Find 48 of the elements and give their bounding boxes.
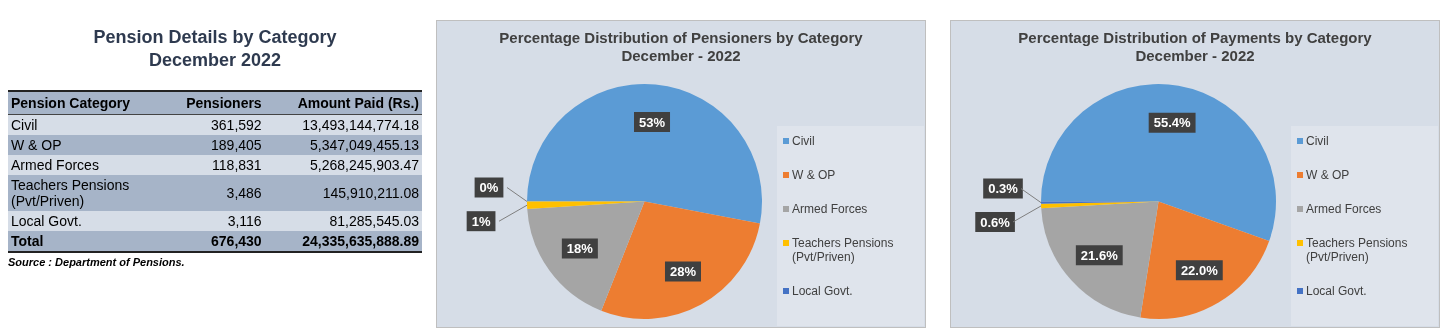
legend-label: Teachers Pensions (Pvt/Priven) xyxy=(792,236,895,264)
data-label: 145,910,211.08 xyxy=(264,175,422,211)
chart-subtitle: December - 2022 xyxy=(1134,47,1256,65)
category-label: Local Govt. xyxy=(8,211,164,231)
legend-label: Civil xyxy=(1306,134,1329,148)
text: Pension Details by Category xyxy=(92,26,338,49)
data-label: 361,592 xyxy=(164,114,265,135)
text: 0% xyxy=(479,180,499,196)
text: December 2022 xyxy=(147,49,283,72)
legend-label: Teachers Pensions (Pvt/Priven) xyxy=(1306,236,1409,264)
data-label: 24,335,635,888.89 xyxy=(264,231,422,252)
series-label: Amount Paid (Rs.) xyxy=(264,91,422,115)
data-label: 13,493,144,774.18 xyxy=(264,114,422,135)
data-label: 21.6% xyxy=(1080,247,1119,263)
data-label: 22.0% xyxy=(1180,262,1219,278)
data-label: 5,347,049,455.13 xyxy=(264,135,422,155)
chart-subtitle: December - 2022 xyxy=(620,47,742,65)
data-label: 676,430 xyxy=(164,231,265,252)
legend-label: Local Govt. xyxy=(792,284,853,298)
legend-label: W & OP xyxy=(1306,168,1350,182)
legend-label: Armed Forces xyxy=(1306,202,1382,216)
data-label: 0.3% xyxy=(988,181,1019,197)
category-label: W & OP xyxy=(8,135,164,155)
data-label: 53% xyxy=(639,114,666,130)
data-label: 1% xyxy=(471,213,491,229)
legend-label: Armed Forces xyxy=(792,202,868,216)
data-label: 189,405 xyxy=(164,135,265,155)
legend-label: Civil xyxy=(792,134,815,148)
category-label: Teachers Pensions (Pvt/Priven) xyxy=(8,175,164,211)
source-note: Source : Department of Pensions. xyxy=(8,256,186,268)
chart-title: Percentage Distribution of Payments by Category xyxy=(1017,29,1373,47)
data-label: 3,116 xyxy=(164,211,265,231)
series-label: Pensioners xyxy=(164,91,265,115)
data-label: 3,486 xyxy=(164,175,265,211)
data-label: 28% xyxy=(669,264,697,280)
chart-title: Percentage Distribution of Pensioners by Category xyxy=(498,29,864,47)
data-label: 118,831 xyxy=(164,155,265,175)
category-label: Armed Forces xyxy=(8,155,164,175)
data-label: 81,285,545.03 xyxy=(264,211,422,231)
text: Pension Category xyxy=(8,91,164,115)
category-label: Total xyxy=(8,231,164,252)
legend-label: Local Govt. xyxy=(1306,284,1367,298)
data-label: 55.4% xyxy=(1153,115,1191,131)
legend-label: W & OP xyxy=(792,168,836,182)
data-label: 18% xyxy=(566,241,594,257)
data-label: 0.6% xyxy=(980,214,1011,230)
category-label: Civil xyxy=(8,114,164,135)
data-label: 5,268,245,903.47 xyxy=(264,155,422,175)
